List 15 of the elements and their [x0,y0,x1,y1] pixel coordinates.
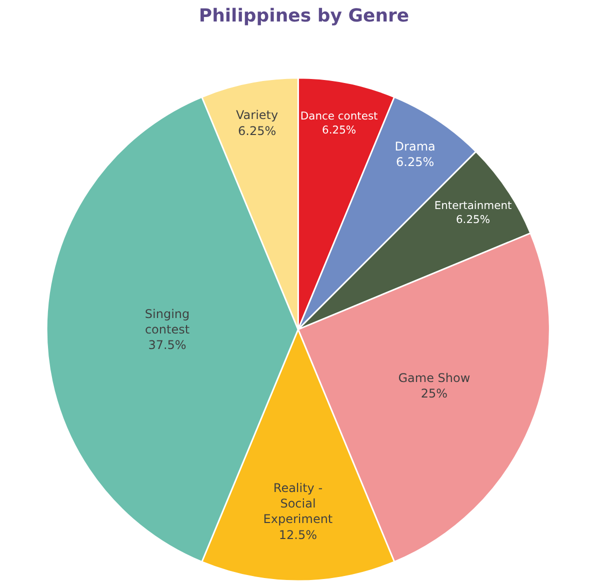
data-label: 25% [420,386,448,401]
data-label: 37.5% [148,338,186,352]
data-label: 12.5% [278,528,318,542]
slice-label: Variety [236,108,278,122]
slice-label: Game Show [398,371,470,386]
slice-label: Singing contest [144,306,190,336]
slice-label: Drama [394,140,436,154]
data-label: 6.25% [456,213,490,226]
data-label: 6.25% [238,124,276,138]
slice-label: Reality - Social Experiment [263,480,333,526]
chart-title: Philippines by Genre [198,5,410,26]
data-label: 6.25% [322,124,356,137]
slice-label: Dance contest [300,110,378,123]
slice-label: Entertainment [434,199,512,212]
data-label: 6.25% [396,155,434,170]
